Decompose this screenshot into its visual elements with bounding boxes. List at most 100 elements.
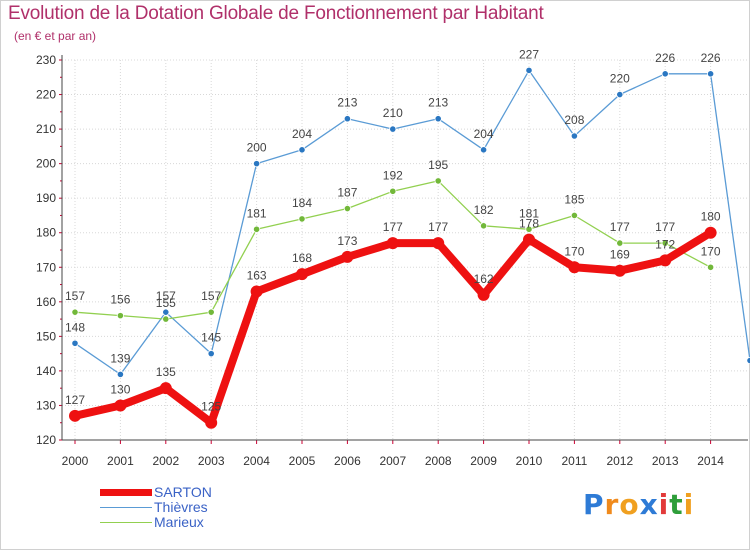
data-point <box>704 226 717 239</box>
data-point <box>205 416 218 429</box>
data-label: 157 <box>65 289 85 303</box>
series-line-thièvres <box>74 69 750 376</box>
data-label: 226 <box>701 51 721 65</box>
data-label: 181 <box>519 206 539 220</box>
chart-title: Evolution de la Dotation Globale de Fonc… <box>8 3 544 24</box>
data-point <box>250 285 263 298</box>
data-point <box>434 115 442 123</box>
x-tick-label: 2012 <box>606 454 633 468</box>
data-label: 187 <box>337 186 357 200</box>
y-tick-label: 150 <box>36 329 56 343</box>
data-label: 163 <box>247 268 267 282</box>
data-point <box>523 233 535 246</box>
data-point <box>659 254 672 267</box>
data-point <box>661 70 669 78</box>
legend-label-marieux: Marieux <box>154 514 204 530</box>
x-tick-label: 2001 <box>107 454 134 468</box>
legend-swatch-sarton <box>100 489 152 496</box>
x-tick-label: 2009 <box>470 454 497 468</box>
data-point <box>568 261 581 274</box>
data-label: 157 <box>201 289 221 303</box>
y-tick-label: 120 <box>36 433 56 447</box>
data-point <box>298 215 306 223</box>
data-point <box>477 288 490 301</box>
y-tick-label: 210 <box>36 122 56 136</box>
legend-swatch-marieux <box>100 522 152 523</box>
x-tick-label: 2003 <box>198 454 225 468</box>
data-label: 170 <box>701 244 721 258</box>
y-tick-label: 190 <box>36 191 56 205</box>
data-label: 173 <box>337 234 357 248</box>
data-label: 127 <box>65 393 85 407</box>
data-label: 156 <box>110 293 130 307</box>
x-tick-label: 2004 <box>243 454 270 468</box>
data-point <box>389 187 397 195</box>
axes: 120 130 140 150 160 170 180 190 200 210 220 230 2000… <box>36 53 748 468</box>
data-label: 213 <box>337 96 357 110</box>
data-point <box>71 308 79 316</box>
data-label: 180 <box>701 210 721 224</box>
y-tick-label: 230 <box>36 53 56 67</box>
x-tick-label: 2013 <box>652 454 679 468</box>
data-point <box>162 308 170 316</box>
logo-letter: o <box>619 488 640 521</box>
y-tick-label: 180 <box>36 226 56 240</box>
data-label: 200 <box>247 141 267 155</box>
data-point <box>434 177 442 185</box>
data-label: 177 <box>383 220 403 234</box>
data-label: 195 <box>428 158 448 172</box>
data-label: 213 <box>428 96 448 110</box>
data-label: 177 <box>428 220 448 234</box>
data-point <box>570 211 579 220</box>
data-point <box>116 312 125 320</box>
legend-label-sarton: SARTON <box>154 484 212 500</box>
chart-subtitle: (en € et par an) <box>14 29 97 43</box>
proxiti-logo: Proxiti <box>583 488 694 521</box>
data-label: 130 <box>110 382 130 396</box>
data-point <box>71 339 79 347</box>
y-tick-label: 200 <box>36 157 56 171</box>
x-tick-label: 2002 <box>152 454 179 468</box>
data-point <box>525 225 533 233</box>
data-point <box>389 125 397 133</box>
data-label: 125 <box>201 400 221 414</box>
data-label: 162 <box>474 272 494 286</box>
data-label: 210 <box>383 106 403 120</box>
x-tick-label: 2007 <box>379 454 406 468</box>
data-point <box>343 115 351 123</box>
data-point <box>706 70 715 78</box>
data-label: 181 <box>247 206 267 220</box>
data-point <box>114 399 127 412</box>
data-label: 192 <box>383 168 403 182</box>
data-label: 220 <box>610 72 630 86</box>
data-label: 204 <box>474 127 494 141</box>
series-lines <box>69 66 750 429</box>
data-point <box>298 146 306 154</box>
data-label: 172 <box>655 237 675 251</box>
legend-label-thievres: Thièvres <box>154 499 208 515</box>
data-label: 184 <box>292 196 312 210</box>
x-tick-label: 2008 <box>425 454 452 468</box>
y-tick-label: 130 <box>36 398 56 412</box>
data-point <box>479 146 488 154</box>
data-label: 208 <box>564 113 584 127</box>
data-point <box>570 132 579 140</box>
x-tick-label: 2011 <box>561 454 587 468</box>
data-label: 148 <box>65 320 85 334</box>
data-point <box>69 409 81 422</box>
logo-letter: P <box>583 488 605 521</box>
data-point <box>341 250 354 263</box>
y-tick-label: 170 <box>36 260 56 274</box>
data-point <box>343 204 351 213</box>
data-point <box>386 237 399 250</box>
logo-letter: x <box>639 488 659 521</box>
y-tick-label: 160 <box>36 295 56 309</box>
logo-letter: t <box>669 488 684 521</box>
data-label: 168 <box>292 251 312 265</box>
x-tick-label: 2000 <box>62 454 89 468</box>
legend-swatch-thievres <box>100 507 152 508</box>
data-point <box>479 222 488 230</box>
data-point <box>525 66 533 74</box>
data-label: 182 <box>474 203 494 217</box>
